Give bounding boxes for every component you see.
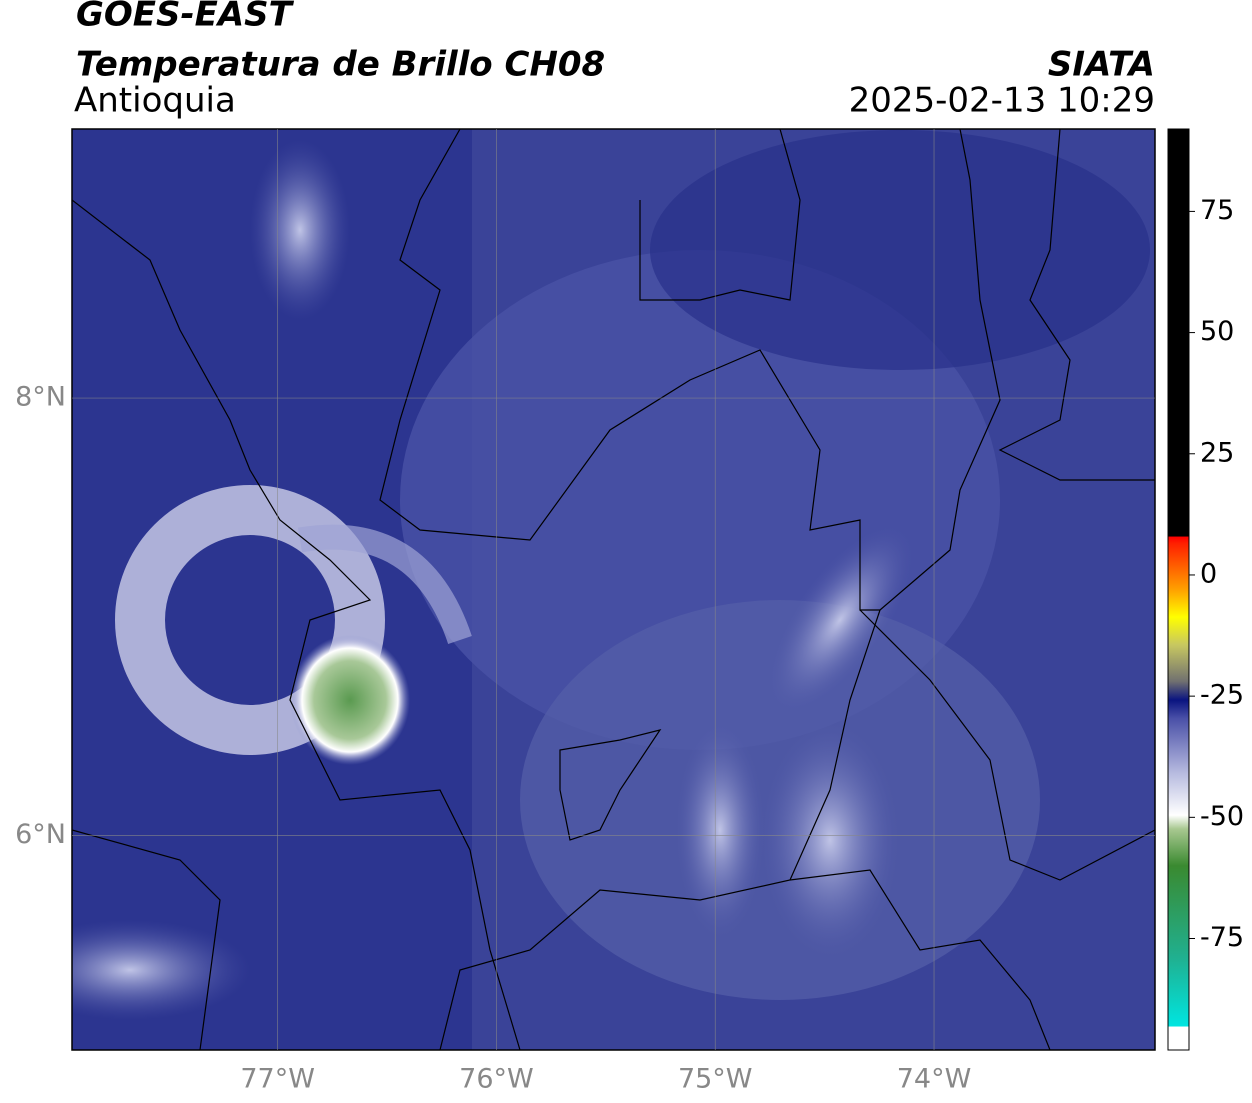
map-image: [72, 129, 1155, 1050]
subtitle: Temperatura de Brillo CH08: [76, 45, 605, 85]
x-tick-label: 77°W: [240, 1064, 315, 1095]
datetime: 2025-02-13 10:29: [849, 81, 1155, 121]
title: GOES-EAST: [76, 0, 295, 35]
colorbar-tick-label: -50: [1200, 801, 1244, 832]
x-tick-label: 75°W: [678, 1064, 753, 1095]
colorbar-tick-label: 50: [1200, 316, 1234, 347]
colorbar-tick-label: 75: [1200, 195, 1234, 226]
x-tick-label: 74°W: [897, 1064, 972, 1095]
y-tick-label: 8°N: [15, 382, 66, 413]
colorbar-tick-label: 0: [1200, 558, 1217, 589]
colorbar: [1167, 128, 1190, 1051]
colorbar-tick-label: 25: [1200, 437, 1234, 468]
source: SIATA: [1048, 45, 1155, 85]
colorbar-tick-label: -25: [1200, 680, 1244, 711]
map-frame: [71, 128, 1156, 1051]
colorbar-tick-label: -75: [1200, 922, 1244, 953]
y-tick-label: 6°N: [15, 819, 66, 850]
x-tick-label: 76°W: [459, 1064, 534, 1095]
region: Antioquia: [74, 81, 236, 121]
